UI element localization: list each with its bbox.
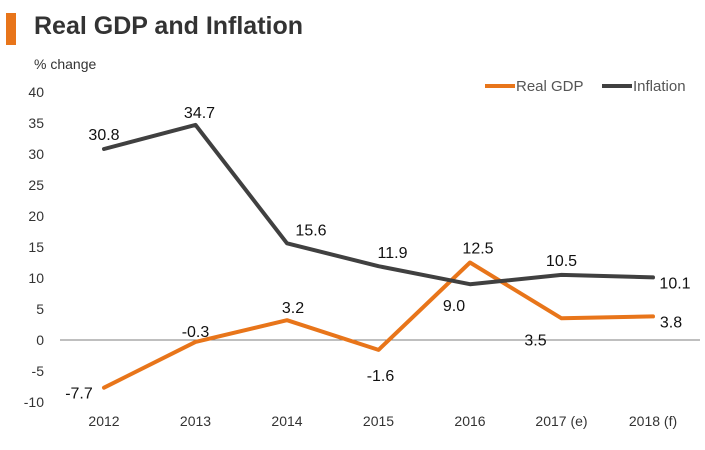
real-gdp-data-label: -0.3 [182,324,210,341]
y-axis-ticks: 40 35 30 25 20 15 10 5 0 -5 -10 [24,84,44,410]
y-tick-label: 25 [28,177,44,193]
inflation-data-label: 10.1 [659,275,690,292]
series-lines [102,122,655,390]
y-tick-label: 35 [28,115,44,131]
x-tick-label: 2012 [88,413,119,429]
x-tick-label: 2016 [454,413,485,429]
x-axis-ticks: 2012 2013 2014 2015 2016 2017 (e) 2018 (f) [88,413,677,429]
title-accent-bar [6,13,16,45]
y-tick-label: 40 [28,84,44,100]
y-tick-label: 10 [28,270,44,286]
y-tick-label: -5 [32,363,45,379]
data-labels: -7.7 -0.3 3.2 -1.6 12.5 3.5 3.8 30.8 34.7 15.6 11.… [65,105,690,403]
inflation-data-label: 34.7 [184,105,215,122]
y-tick-label: 15 [28,239,44,255]
y-tick-label: 30 [28,146,44,162]
inflation-data-label: 10.5 [546,253,577,270]
inflation-legend-label: Inflation [633,78,686,95]
real-gdp-data-label: -7.7 [65,386,93,403]
inflation-data-label: 15.6 [295,222,326,239]
chart-title: Real GDP and Inflation [34,12,304,40]
real-gdp-data-label: 3.2 [282,300,304,317]
legend: Real GDP Inflation [485,78,686,95]
y-axis-unit-label: % change [34,56,96,72]
x-tick-label: 2014 [271,413,302,429]
real-gdp-data-label: -1.6 [367,368,395,385]
inflation-series-line [102,122,655,287]
y-tick-label: -10 [24,394,44,410]
y-tick-label: 0 [36,332,44,348]
real-gdp-data-label: 3.5 [524,332,546,349]
real-gdp-legend-label: Real GDP [516,78,584,95]
real-gdp-data-label: 12.5 [462,241,493,258]
x-tick-label: 2013 [180,413,211,429]
inflation-data-label: 9.0 [443,298,465,315]
x-tick-label: 2015 [363,413,394,429]
real-gdp-series-line [102,260,655,390]
x-tick-label: 2018 (f) [629,413,677,429]
inflation-data-label: 11.9 [378,245,408,262]
inflation-data-label: 30.8 [88,127,119,144]
y-tick-label: 20 [28,208,44,224]
real-gdp-data-label: 3.8 [660,314,682,331]
y-tick-label: 5 [36,301,44,317]
x-tick-label: 2017 (e) [535,413,587,429]
